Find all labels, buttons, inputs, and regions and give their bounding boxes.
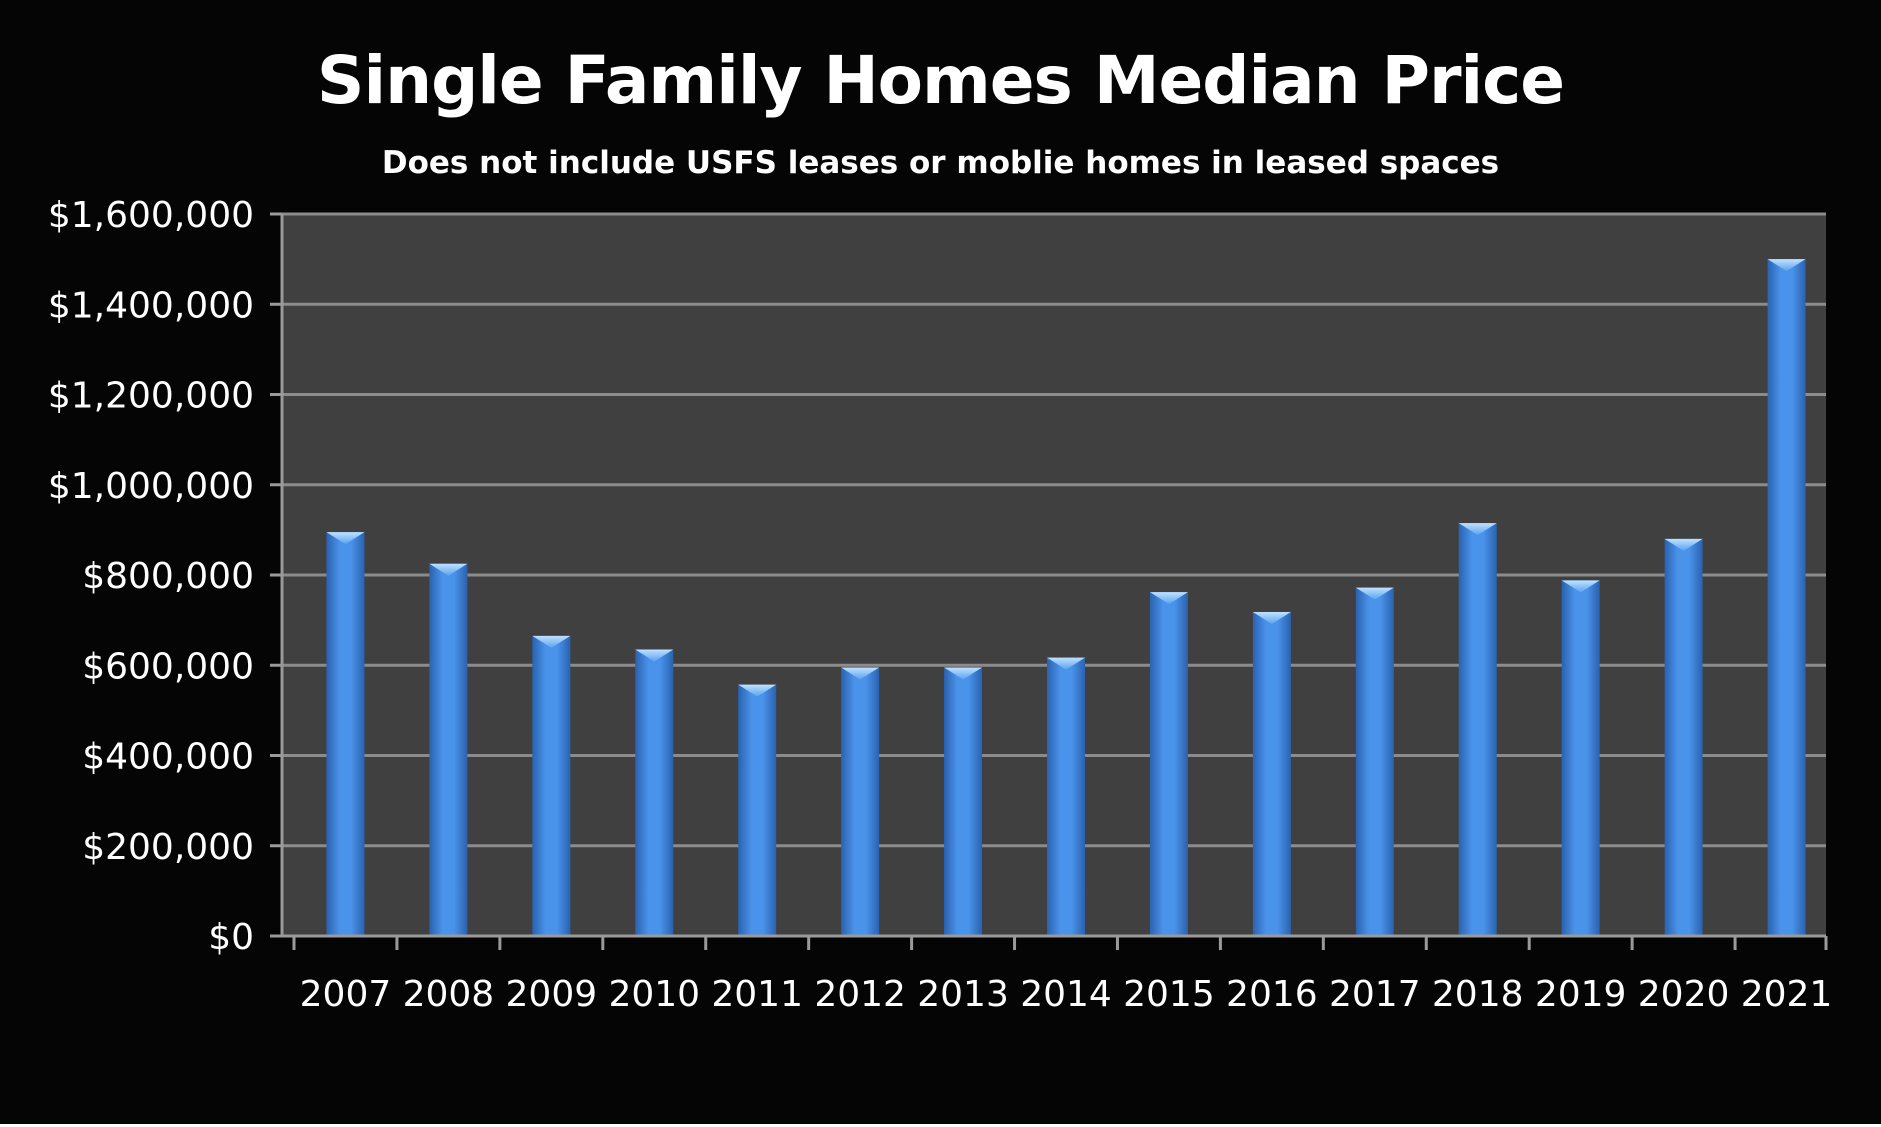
y-tick-label: $200,000 xyxy=(82,827,254,868)
y-tick-label: $400,000 xyxy=(82,737,254,778)
bar xyxy=(326,532,365,936)
y-tick-label: $800,000 xyxy=(82,556,254,597)
y-axis-labels: $0 $200,000 $400,000 $600,000 $800,000 $1,000… xyxy=(48,195,254,958)
bar xyxy=(1047,657,1085,936)
x-tick-label: 2009 xyxy=(506,974,598,1015)
x-tick-label: 2019 xyxy=(1535,974,1627,1015)
bar xyxy=(1561,580,1600,936)
x-tick-label: 2016 xyxy=(1226,974,1318,1015)
x-axis-labels: 2007 2008 2009 2010 2011 2012 2013 2014 2015 2016… xyxy=(300,974,1833,1015)
bar xyxy=(1767,259,1806,936)
bar xyxy=(944,667,983,936)
bar xyxy=(1664,538,1703,936)
y-tick-label: $1,600,000 xyxy=(48,195,254,236)
bar-cap xyxy=(326,532,365,545)
y-tick-label: $1,200,000 xyxy=(48,376,254,417)
x-tick-label: 2011 xyxy=(711,974,803,1015)
y-tick-label: $1,000,000 xyxy=(48,466,254,507)
x-tick-label: 2013 xyxy=(917,974,1009,1015)
chart-title: Single Family Homes Median Price xyxy=(316,42,1565,119)
x-tick-label: 2012 xyxy=(814,974,906,1015)
bar-cap xyxy=(841,667,880,680)
x-tick-label: 2010 xyxy=(608,974,700,1015)
bar xyxy=(1149,592,1188,936)
bar-cap xyxy=(635,649,674,662)
bar xyxy=(1355,587,1394,936)
bar-cap xyxy=(429,563,468,576)
x-tick-label: 2008 xyxy=(403,974,495,1015)
bar-cap xyxy=(1149,592,1188,605)
bar xyxy=(635,649,674,936)
x-tick-label: 2014 xyxy=(1020,974,1112,1015)
bar-cap xyxy=(1767,259,1806,272)
y-tick-label: $600,000 xyxy=(82,646,254,687)
x-tick-label: 2018 xyxy=(1432,974,1524,1015)
axes xyxy=(270,212,1828,950)
chart-subtitle: Does not include USFS leases or moblie h… xyxy=(381,145,1500,181)
bar xyxy=(738,684,777,936)
x-tick-label: 2007 xyxy=(300,974,392,1015)
bar xyxy=(841,667,880,936)
bar-cap xyxy=(1561,580,1600,593)
bar-cap xyxy=(1664,538,1703,551)
x-tick-label: 2017 xyxy=(1329,974,1421,1015)
bar xyxy=(1252,612,1291,936)
bar-cap xyxy=(738,684,777,697)
y-tick-label: $1,400,000 xyxy=(48,285,254,326)
bar-cap xyxy=(1458,523,1497,536)
bar-cap xyxy=(1047,657,1085,670)
bars xyxy=(326,259,1806,936)
bar xyxy=(1458,523,1497,936)
bar xyxy=(429,563,468,936)
bar-cap xyxy=(1355,587,1394,600)
x-tick-label: 2021 xyxy=(1741,974,1833,1015)
x-tick-label: 2015 xyxy=(1123,974,1215,1015)
x-tick-label: 2020 xyxy=(1638,974,1730,1015)
bar-cap xyxy=(532,635,571,648)
bar-cap xyxy=(1252,612,1291,625)
bar xyxy=(532,635,571,936)
bar-cap xyxy=(944,667,983,680)
y-tick-label: $0 xyxy=(208,917,254,958)
